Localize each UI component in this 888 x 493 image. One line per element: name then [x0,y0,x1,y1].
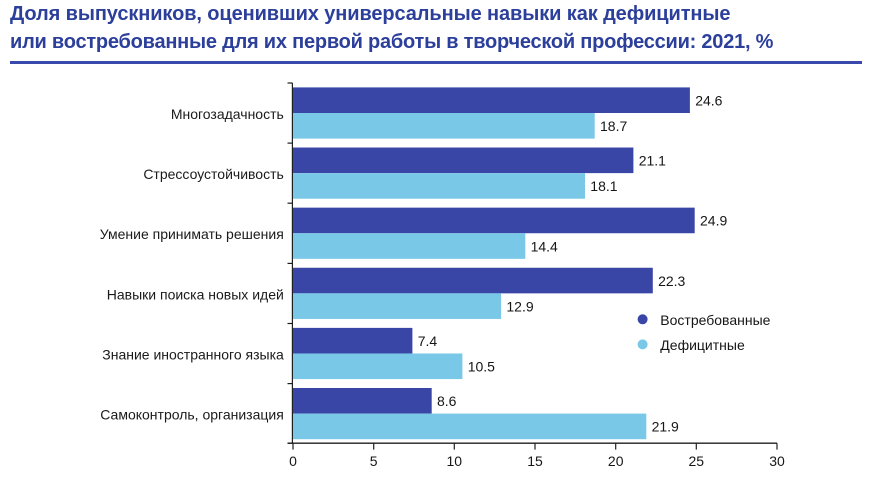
svg-text:Умение принимать решения: Умение принимать решения [100,226,284,242]
svg-text:21.9: 21.9 [652,419,679,435]
svg-text:25: 25 [689,453,705,469]
svg-text:12.9: 12.9 [506,299,533,315]
svg-text:18.1: 18.1 [590,178,617,194]
svg-text:7.4: 7.4 [418,333,438,349]
svg-text:24.6: 24.6 [695,93,722,109]
svg-text:18.7: 18.7 [600,118,627,134]
svg-text:Стрессоустойчивость: Стрессоустойчивость [143,166,283,182]
svg-text:30: 30 [769,453,785,469]
svg-text:24.9: 24.9 [700,213,727,229]
svg-text:14.4: 14.4 [531,238,558,254]
svg-text:Знание иностранного языка: Знание иностранного языка [102,347,284,363]
svg-text:Востребованные: Востребованные [660,312,770,328]
svg-text:21.1: 21.1 [639,153,666,169]
svg-text:10.5: 10.5 [468,359,495,375]
svg-text:22.3: 22.3 [658,273,685,289]
svg-text:0: 0 [289,453,297,469]
svg-text:20: 20 [608,453,624,469]
svg-text:Самоконтроль, организация: Самоконтроль, организация [100,407,284,423]
svg-text:15: 15 [527,453,543,469]
svg-text:5: 5 [370,453,378,469]
svg-text:8.6: 8.6 [437,393,457,409]
svg-text:Дефицитные: Дефицитные [660,337,745,353]
svg-text:Навыки поиска новых идей: Навыки поиска новых идей [107,286,284,302]
svg-text:10: 10 [447,453,463,469]
svg-text:Многозадачность: Многозадачность [171,106,284,122]
